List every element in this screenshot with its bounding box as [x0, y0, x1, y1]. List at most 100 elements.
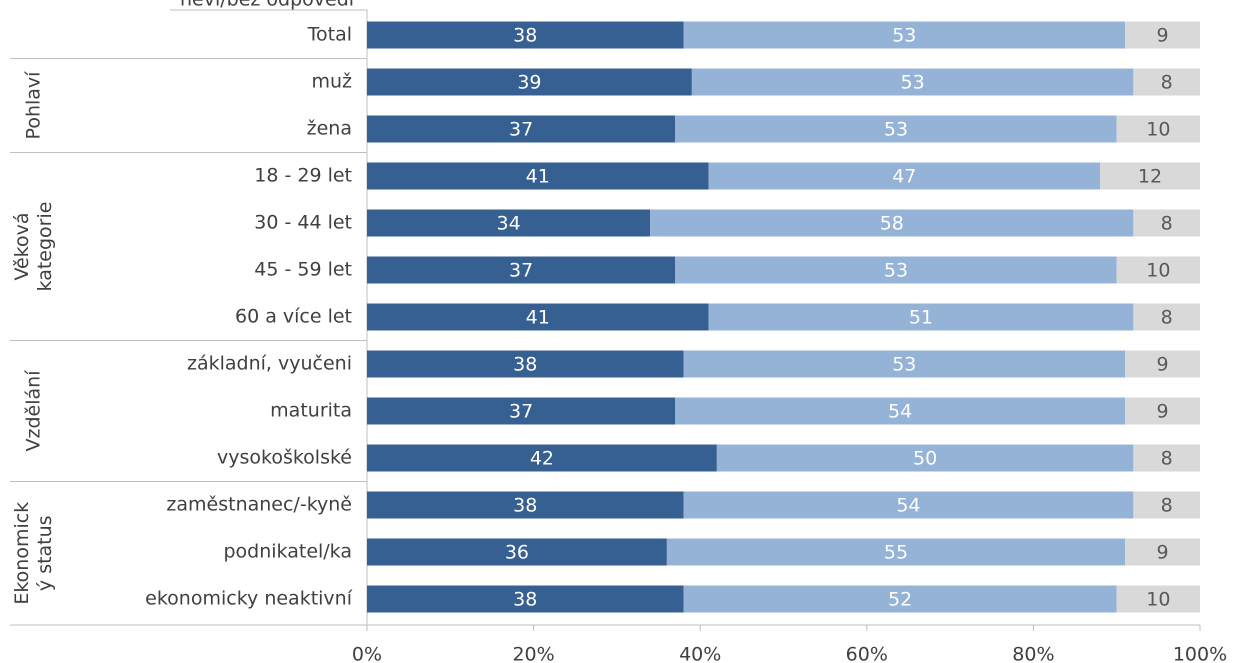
bar-segment	[367, 115, 676, 143]
bar-segment	[683, 21, 1126, 49]
bar-segment	[367, 397, 676, 425]
value-label: 38	[513, 25, 537, 47]
group-label: Ekonomick	[11, 502, 33, 605]
bar-segment	[367, 162, 709, 190]
value-label: 39	[517, 72, 541, 94]
group-label: Věková	[11, 212, 33, 280]
bar-segment	[691, 68, 1134, 96]
bar-segment	[1125, 538, 1200, 566]
value-label: 34	[497, 213, 521, 235]
value-label: 41	[526, 166, 550, 188]
bar-segment	[367, 68, 692, 96]
bar-segment	[1133, 444, 1200, 472]
bar-segment	[666, 538, 1126, 566]
value-label: 50	[913, 448, 937, 470]
bar-segment	[683, 491, 1134, 519]
bar-segment	[1125, 21, 1200, 49]
value-label: 8	[1161, 448, 1173, 470]
bar-segment	[675, 397, 1126, 425]
x-tick-label: 20%	[512, 644, 554, 663]
category-label: 60 a více let	[235, 306, 352, 328]
category-label: 45 - 59 let	[254, 259, 352, 281]
value-label: 8	[1161, 495, 1173, 517]
value-label: 37	[509, 119, 533, 141]
bar-segment	[1116, 256, 1200, 284]
value-label: 53	[884, 119, 908, 141]
legend-label: neví/bez odpovědi	[180, 0, 354, 11]
value-label: 9	[1156, 542, 1168, 564]
value-label: 9	[1156, 354, 1168, 376]
value-label: 53	[892, 354, 916, 376]
value-label: 38	[513, 589, 537, 611]
bar-segment	[367, 21, 684, 49]
bar-segment	[367, 538, 667, 566]
group-label: ý status	[34, 515, 56, 591]
category-label: 18 - 29 let	[254, 165, 352, 187]
category-label: základní, vyučeni	[187, 353, 352, 375]
value-label: 8	[1161, 307, 1173, 329]
bar-segment	[367, 350, 684, 378]
x-tick-label: 80%	[1012, 644, 1054, 663]
bar-segment	[367, 491, 684, 519]
bar-segment	[367, 209, 651, 237]
x-tick-label: 0%	[352, 644, 382, 663]
category-label: 30 - 44 let	[254, 212, 352, 234]
bar-segment	[1125, 397, 1200, 425]
bar-segment	[1100, 162, 1200, 190]
category-label: Total	[307, 24, 352, 46]
value-label: 53	[892, 25, 916, 47]
value-label: 9	[1156, 25, 1168, 47]
category-label: podnikatel/ka	[223, 541, 352, 563]
bar-segment	[1133, 68, 1200, 96]
category-label: vysokoškolské	[217, 447, 352, 469]
value-label: 54	[888, 401, 912, 423]
x-tick-label: 40%	[679, 644, 721, 663]
bar-segment	[367, 585, 684, 613]
group-label: Vzdělání	[23, 370, 45, 452]
x-tick-label: 60%	[846, 644, 888, 663]
bar-segment	[683, 350, 1126, 378]
bar-segment	[1133, 303, 1200, 331]
category-label: žena	[307, 118, 352, 140]
bar-segment	[708, 162, 1101, 190]
group-label: kategorie	[34, 202, 56, 292]
value-label: 10	[1146, 119, 1170, 141]
value-label: 51	[909, 307, 933, 329]
value-label: 38	[513, 354, 537, 376]
value-label: 53	[901, 72, 925, 94]
category-label: zaměstnanec/-kyně	[166, 494, 352, 516]
value-label: 47	[892, 166, 916, 188]
value-label: 8	[1161, 213, 1173, 235]
value-label: 10	[1146, 589, 1170, 611]
bar-segment	[367, 303, 709, 331]
value-label: 12	[1138, 166, 1162, 188]
value-label: 42	[530, 448, 554, 470]
bar-segment	[683, 585, 1117, 613]
bar-segment	[708, 303, 1134, 331]
x-tick-label: 100%	[1173, 644, 1227, 663]
bar-segment	[367, 256, 676, 284]
value-label: 9	[1156, 401, 1168, 423]
bar-segment	[1125, 350, 1200, 378]
value-label: 37	[509, 260, 533, 282]
group-label: Pohlaví	[23, 71, 45, 140]
bar-segment	[1133, 491, 1200, 519]
bar-segment	[1116, 115, 1200, 143]
bar-segment	[650, 209, 1134, 237]
value-label: 36	[505, 542, 529, 564]
value-label: 58	[880, 213, 904, 235]
bar-segment	[367, 444, 717, 472]
category-label: ekonomicky neaktivní	[145, 588, 353, 610]
value-label: 41	[526, 307, 550, 329]
value-label: 8	[1161, 72, 1173, 94]
bar-segment	[1116, 585, 1200, 613]
category-label: maturita	[270, 400, 352, 422]
bar-segment	[716, 444, 1134, 472]
value-label: 10	[1146, 260, 1170, 282]
bar-segment	[675, 256, 1117, 284]
value-label: 38	[513, 495, 537, 517]
value-label: 52	[888, 589, 912, 611]
value-label: 54	[896, 495, 920, 517]
bar-segment	[675, 115, 1117, 143]
